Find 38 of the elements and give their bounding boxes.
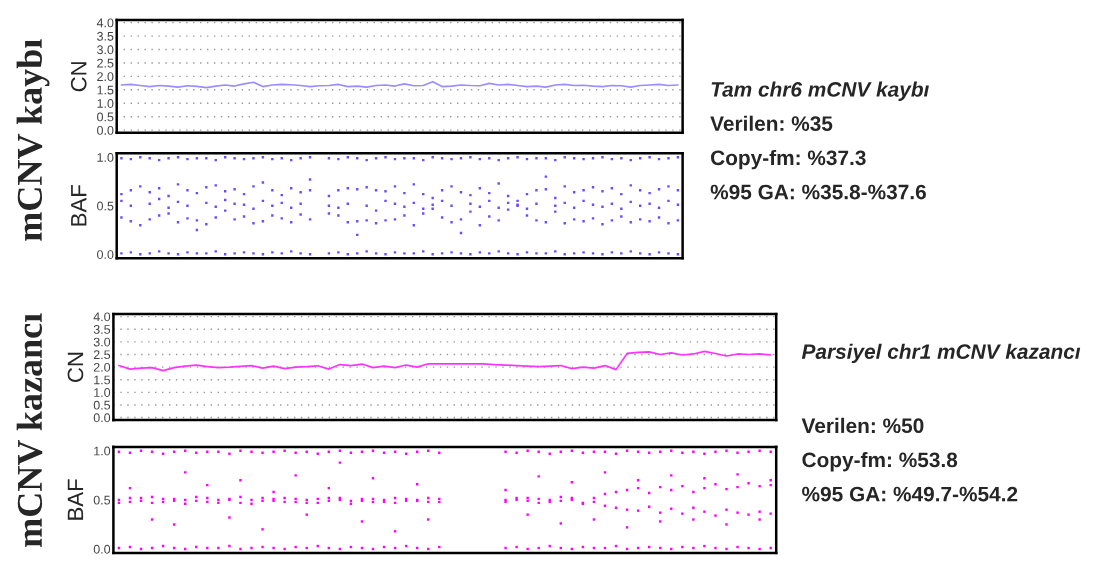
text: Tam chr6 mCNV kaybı	[711, 81, 929, 101]
y-tick-label: 3.5	[93, 325, 111, 334]
text: %95 GA: %49.7-%54.2	[802, 486, 1018, 502]
y-tick-label: 0.5	[93, 495, 111, 505]
text: Copy-fm: %37.3	[711, 149, 866, 170]
y-tick-label: 2.0	[97, 72, 114, 82]
y-tick-label: 1.5	[94, 375, 111, 385]
y-tick-label: 3.0	[97, 45, 114, 55]
text: mCNV kazancı	[16, 313, 43, 547]
y-tick-label: 0.0	[97, 250, 114, 259]
y-tick-label: 0.0	[97, 125, 114, 135]
y-tick-label: 3.0	[93, 337, 111, 347]
y-tick-label: 1.0	[94, 388, 111, 397]
y-axis-title: CN	[67, 352, 84, 382]
y-tick-label: 4.0	[96, 18, 114, 28]
y-tick-label: 2.0	[93, 362, 111, 372]
text: Verilen: %50	[801, 417, 924, 434]
y-tick-label: 3.5	[97, 31, 114, 41]
y-tick-label: 0.0	[93, 413, 111, 423]
y-axis-title: BAF	[67, 479, 84, 520]
y-tick-label: 1.5	[97, 85, 114, 95]
text: mCNV kaybı	[16, 39, 50, 241]
text: %95 GA: %35.8-%37.6	[710, 184, 926, 200]
y-tick-label: 0.5	[93, 400, 111, 410]
y-axis-title: BAF	[71, 185, 87, 226]
y-tick-label: 2.5	[93, 350, 111, 360]
y-tick-label: 4.0	[93, 312, 111, 322]
y-tick-label: 1.0	[94, 446, 111, 456]
y-tick-label: 1.0	[97, 153, 114, 162]
text: Verilen: %35	[710, 115, 833, 132]
text: Copy-fm: %53.8	[802, 451, 958, 472]
y-axis-title: CN	[70, 62, 87, 92]
y-tick-label: 2.5	[97, 58, 114, 68]
y-tick-label: 0.5	[97, 201, 114, 211]
text: Parsiyel chr1 mCNV kazancı	[801, 343, 1081, 364]
y-tick-label: 0.5	[97, 112, 114, 122]
y-tick-label: 1.0	[97, 99, 114, 108]
y-tick-label: 0.0	[93, 544, 111, 554]
